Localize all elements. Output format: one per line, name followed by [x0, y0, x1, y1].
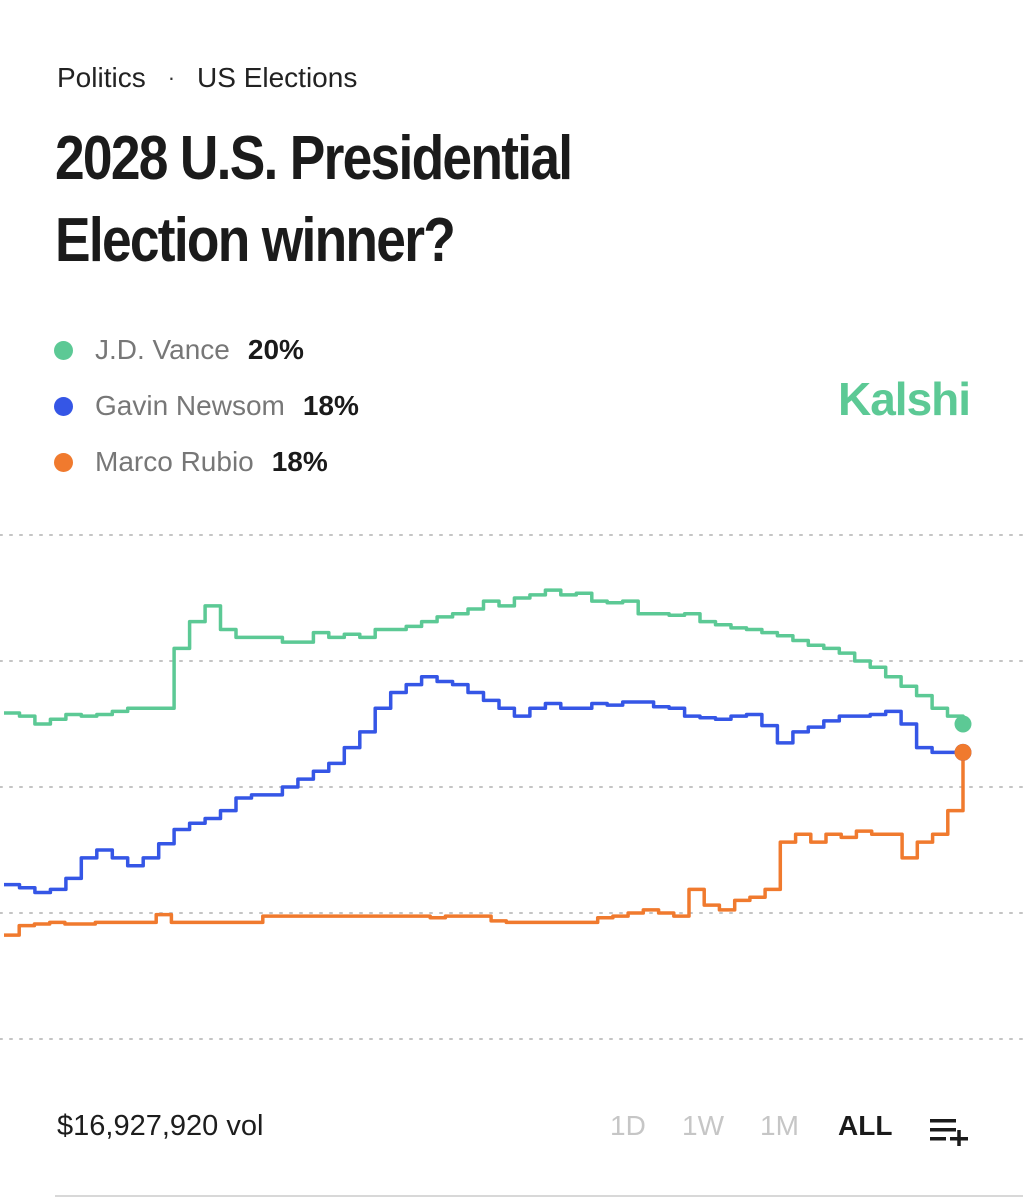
chart-series-lines: [4, 588, 965, 937]
series-line-gavin-newsom: [4, 675, 963, 895]
chart-footer: $16,927,920 vol 1D 1W 1M ALL: [0, 1100, 1023, 1160]
bottom-divider: [55, 1195, 1023, 1197]
legend-percent: 18%: [271, 446, 328, 477]
range-all-button[interactable]: ALL: [838, 1110, 893, 1141]
legend-percent: 20%: [247, 334, 304, 365]
legend-name: Marco Rubio: [95, 446, 254, 477]
chart-gridlines: [0, 534, 1023, 1040]
chart-end-dots: [954, 715, 972, 761]
series-end-dot: [954, 743, 972, 761]
legend-name: Gavin Newsom: [95, 390, 285, 421]
legend-percent: 18%: [302, 390, 359, 421]
range-1m-button[interactable]: 1M: [760, 1110, 799, 1141]
legend-name: J.D. Vance: [95, 334, 230, 365]
range-1d-button[interactable]: 1D: [610, 1110, 646, 1141]
legend-dot-icon: [54, 452, 73, 472]
breadcrumb: Politics · US Elections: [57, 62, 357, 94]
series-end-dot: [954, 715, 972, 733]
legend-dot-icon: [54, 396, 73, 416]
legend-item-rubio[interactable]: Marco Rubio 18%: [52, 434, 359, 490]
series-line-j-d-vance: [4, 588, 965, 726]
breadcrumb-separator: ·: [167, 65, 176, 90]
range-1w-button[interactable]: 1W: [682, 1110, 724, 1141]
price-chart[interactable]: [0, 500, 1023, 1060]
series-line-marco-rubio: [4, 752, 965, 937]
breadcrumb-us-elections[interactable]: US Elections: [197, 62, 358, 93]
legend-item-vance[interactable]: J.D. Vance 20%: [52, 322, 359, 378]
trading-volume: $16,927,920 vol: [57, 1110, 264, 1142]
page-title: 2028 U.S. Presidential Election winner?: [55, 124, 573, 275]
list-add-icon[interactable]: [928, 1116, 970, 1146]
kalshi-logo: Kalshi: [838, 373, 971, 425]
legend-dot-icon: [54, 340, 73, 360]
breadcrumb-politics[interactable]: Politics: [57, 62, 146, 93]
legend-item-newsom[interactable]: Gavin Newsom 18%: [52, 378, 359, 434]
chart-legend: J.D. Vance 20% Gavin Newsom 18% Marco Ru…: [52, 322, 359, 490]
